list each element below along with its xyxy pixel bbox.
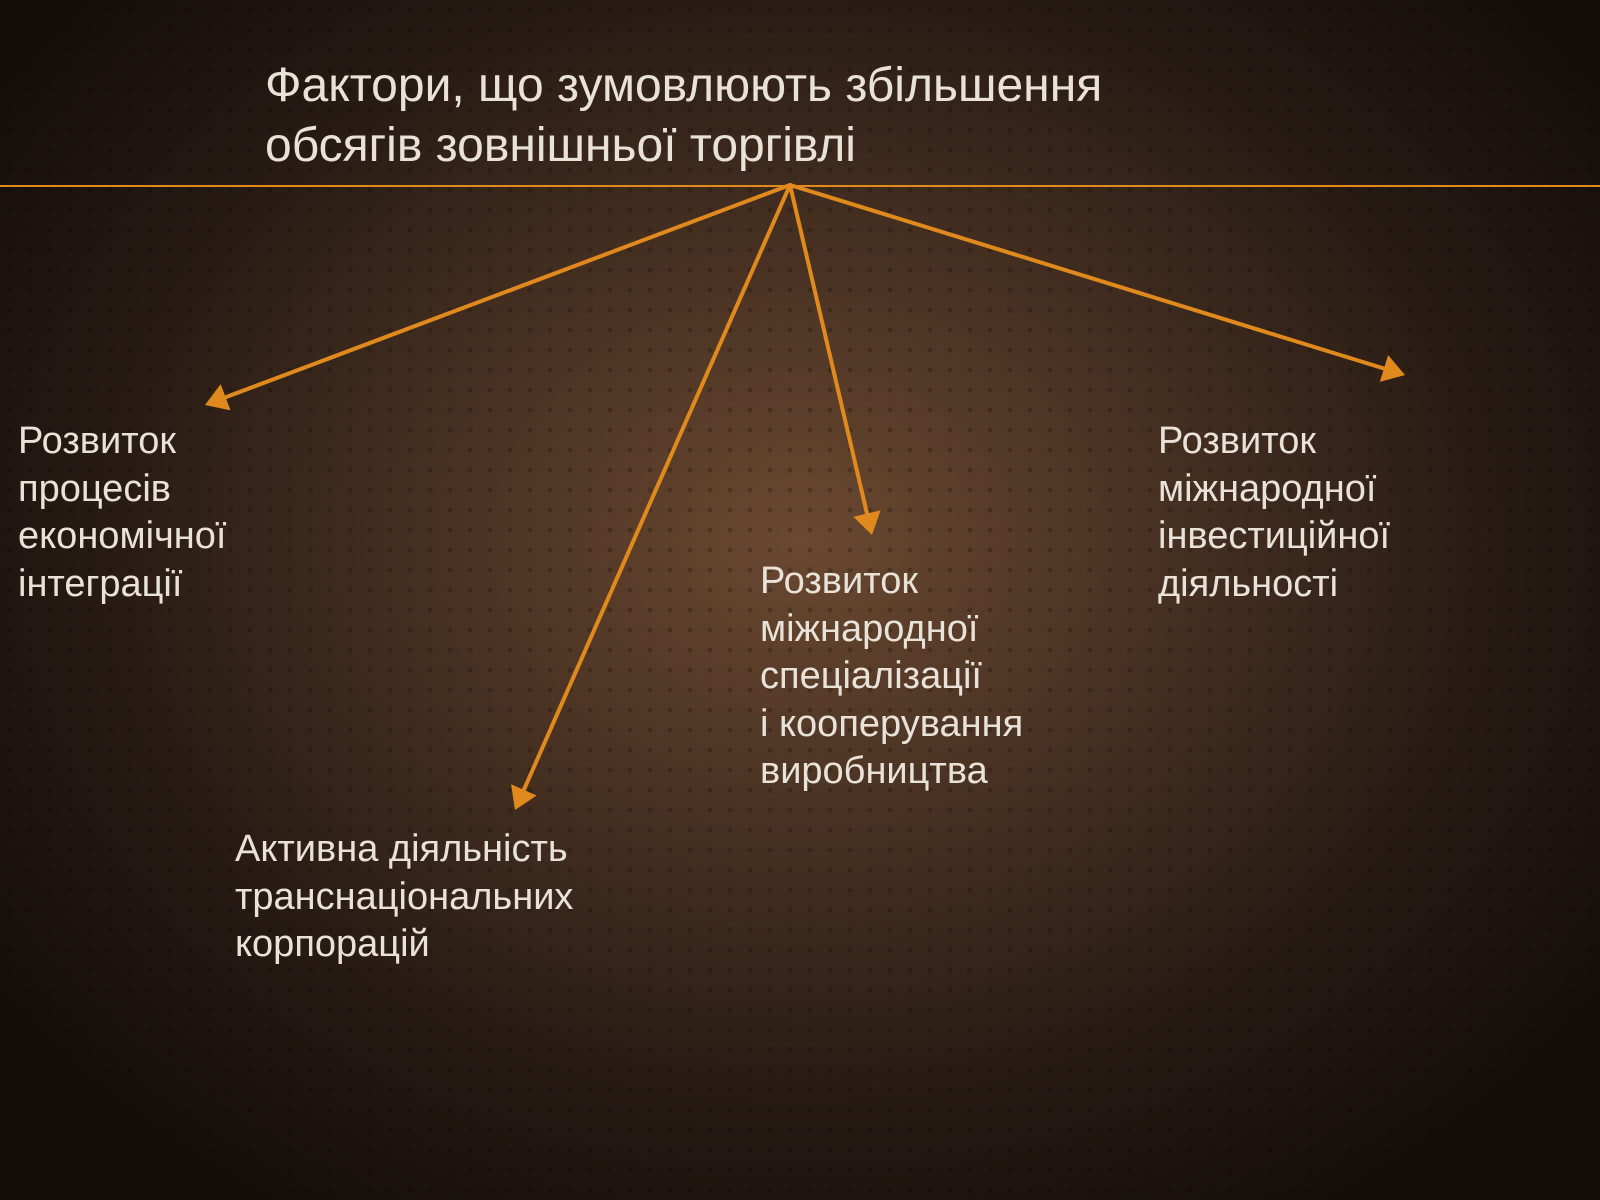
title-underline — [0, 185, 1600, 187]
node-economic-integration: Розвиток процесів економічної інтеграції — [18, 418, 226, 608]
node-intl-investment: Розвиток міжнародної інвестиційної діяль… — [1158, 418, 1390, 608]
arrow-transnational-corporations — [511, 185, 790, 810]
node-intl-specialization: Розвиток міжнародної спеціалізації і коо… — [760, 558, 1023, 796]
arrow-economic-integration — [205, 185, 790, 410]
slide-title: Фактори, що зумовлюють збільшення обсягі… — [265, 56, 1102, 176]
arrow-intl-specialization — [790, 185, 881, 535]
arrow-intl-investment — [790, 185, 1405, 382]
slide-root: Фактори, що зумовлюють збільшення обсягі… — [0, 0, 1600, 1200]
node-transnational-corporations: Активна діяльність транснаціональних кор… — [235, 826, 573, 969]
